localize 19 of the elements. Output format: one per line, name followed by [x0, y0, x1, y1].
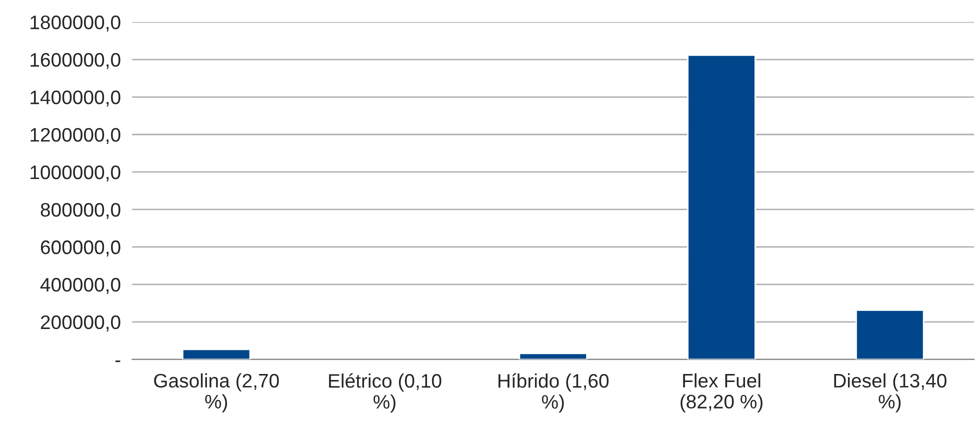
- x-tick-label: Diesel (13,40 %): [834, 373, 946, 412]
- y-tick-label: 400000,0: [40, 278, 120, 294]
- x-tick-label: Híbrido (1,60 %): [498, 373, 609, 413]
- bar: [856, 309, 924, 360]
- y-tick-label: 1000000,0: [30, 165, 120, 182]
- bar: [518, 352, 588, 360]
- y-tick-label: 1400000,0: [30, 90, 120, 107]
- bar: [687, 54, 756, 360]
- x-tick-label: Flex Fuel (82,20 %): [680, 373, 762, 412]
- x-tick-label: Elétrico (0,10 %): [329, 373, 442, 413]
- y-tick-label: 1800000,0: [30, 16, 120, 32]
- y-tick-label: 1600000,0: [30, 53, 120, 70]
- bar: [182, 348, 251, 360]
- y-tick-label: 800000,0: [40, 202, 120, 220]
- y-tick-label: 600000,0: [40, 240, 120, 256]
- x-tick-label: Gasolina (2,70 %): [154, 373, 279, 412]
- y-tick-label: -: [115, 360, 120, 362]
- y-tick-label: 200000,0: [40, 315, 120, 332]
- y-tick-label: 1200000,0: [30, 128, 120, 144]
